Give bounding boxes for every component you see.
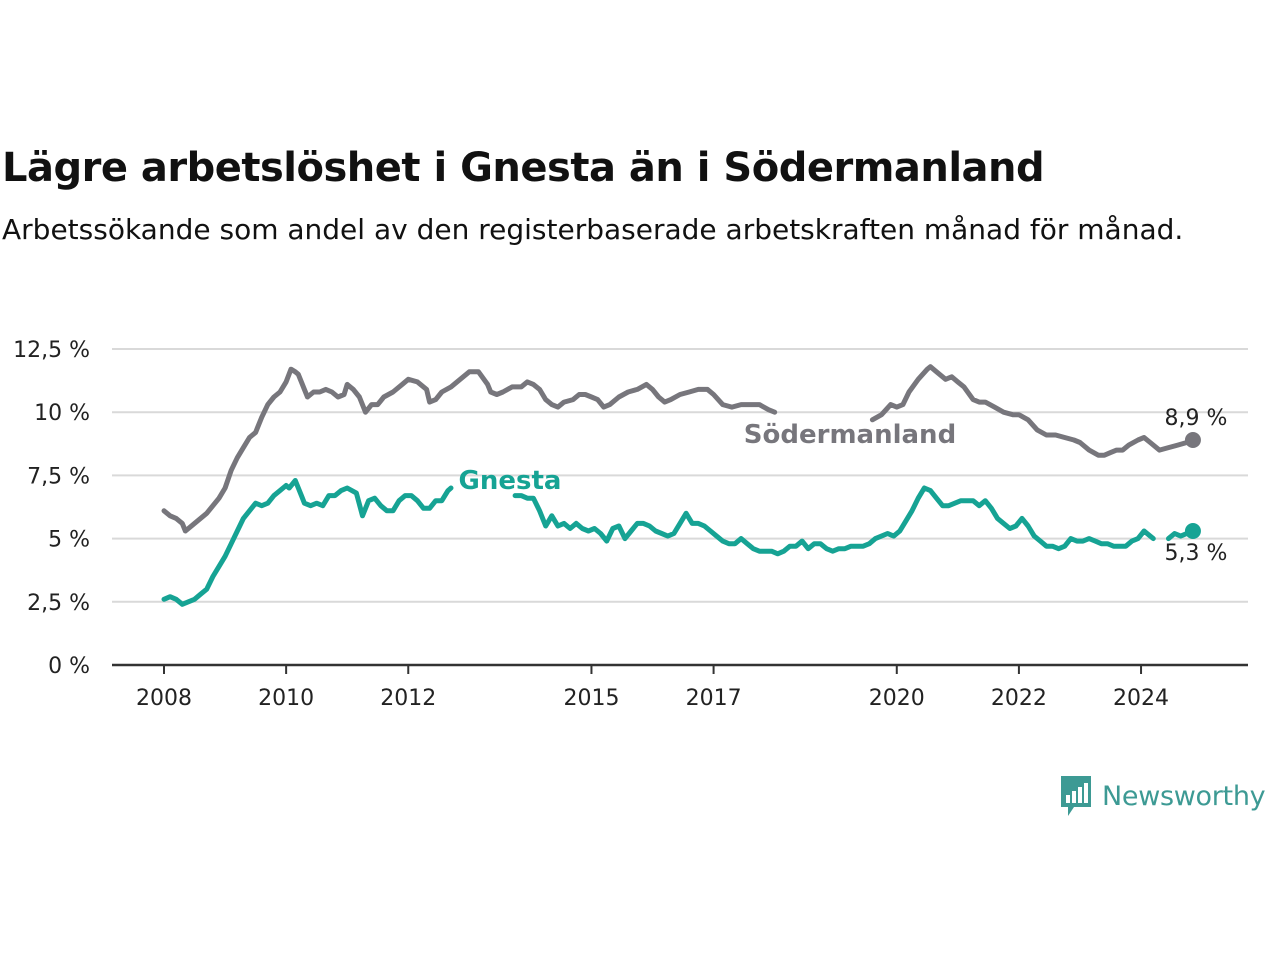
x-tick-label: 2022	[991, 686, 1047, 711]
y-tick-label: 5 %	[48, 528, 90, 553]
x-tick-label: 2020	[869, 686, 925, 711]
series-lines	[161, 364, 1201, 607]
chart-subtitle: Arbetssökande som andel av den registerb…	[2, 213, 1184, 246]
y-tick-label: 12,5 %	[13, 338, 90, 363]
series-line-sodermanland	[161, 364, 1196, 534]
series-end-marker-gnesta	[1184, 523, 1201, 540]
x-tick-label: 2012	[380, 686, 436, 711]
y-axis-ticks: 0 % 2,5 % 5 % 7,5 % 10 % 12,5 %	[13, 338, 90, 679]
brand-name: Newsworthy	[1102, 780, 1266, 812]
x-tick-label: 2017	[686, 686, 742, 711]
x-tick-label: 2008	[136, 686, 192, 711]
end-value-label-gnesta: 5,3 %	[1165, 541, 1228, 566]
y-tick-label: 10 %	[34, 401, 90, 426]
x-axis-ticks: 2008 2010 2012 2015 2017 2020 2022 2024	[112, 663, 1248, 711]
grid-lines	[112, 348, 1248, 603]
chart-title: Lägre arbetslöshet i Gnesta än i Söderma…	[2, 145, 1045, 191]
series-end-marker-sodermanland	[1184, 432, 1201, 449]
y-tick-label: 0 %	[48, 654, 90, 679]
x-tick-label: 2024	[1113, 686, 1169, 711]
series-label-sodermanland: Södermanland	[744, 420, 956, 450]
series-label-gnesta: Gnesta	[459, 466, 562, 496]
series-labels: Södermanland Gnesta 8,9 % 5,3 %	[459, 406, 1228, 566]
end-value-label-sodermanland: 8,9 %	[1165, 406, 1228, 431]
y-tick-label: 7,5 %	[27, 464, 90, 489]
y-tick-label: 2,5 %	[27, 591, 90, 616]
x-tick-label: 2015	[563, 686, 619, 711]
x-tick-label: 2010	[258, 686, 314, 711]
newsworthy-logo-icon	[1061, 776, 1091, 816]
newsworthy-logo: Newsworthy	[1058, 774, 1266, 818]
series-line-gnesta	[161, 478, 1196, 607]
